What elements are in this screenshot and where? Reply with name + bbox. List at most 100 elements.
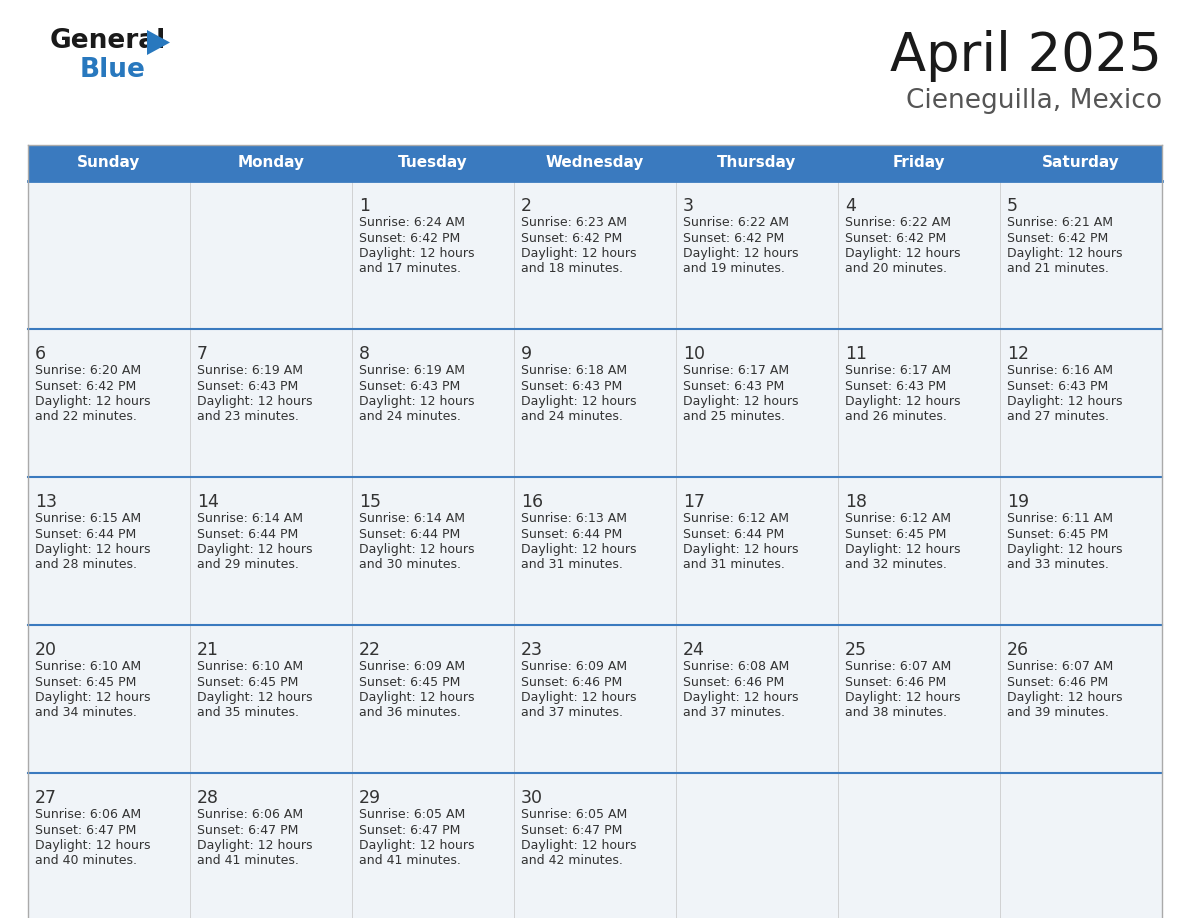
Bar [29, 625, 1162, 773]
Text: Daylight: 12 hours: Daylight: 12 hours [683, 691, 798, 704]
Text: Daylight: 12 hours: Daylight: 12 hours [845, 691, 961, 704]
Text: Sunset: 6:42 PM: Sunset: 6:42 PM [683, 231, 784, 244]
Text: 12: 12 [1007, 345, 1029, 363]
Text: Sunset: 6:43 PM: Sunset: 6:43 PM [359, 379, 460, 393]
Text: and 33 minutes.: and 33 minutes. [1007, 558, 1108, 572]
Text: and 26 minutes.: and 26 minutes. [845, 410, 947, 423]
Text: Sunrise: 6:14 AM: Sunrise: 6:14 AM [197, 512, 303, 525]
Text: Daylight: 12 hours: Daylight: 12 hours [845, 395, 961, 408]
Text: Daylight: 12 hours: Daylight: 12 hours [34, 839, 151, 852]
Text: Sunrise: 6:09 AM: Sunrise: 6:09 AM [359, 660, 466, 673]
Text: Friday: Friday [892, 155, 946, 171]
Text: Sunrise: 6:22 AM: Sunrise: 6:22 AM [845, 216, 952, 229]
Text: Sunset: 6:46 PM: Sunset: 6:46 PM [845, 676, 947, 688]
Text: Sunrise: 6:12 AM: Sunrise: 6:12 AM [845, 512, 952, 525]
Text: 17: 17 [683, 493, 704, 511]
Text: Sunrise: 6:07 AM: Sunrise: 6:07 AM [845, 660, 952, 673]
Text: Sunset: 6:42 PM: Sunset: 6:42 PM [359, 231, 460, 244]
Text: Sunrise: 6:10 AM: Sunrise: 6:10 AM [34, 660, 141, 673]
Text: Sunset: 6:46 PM: Sunset: 6:46 PM [522, 676, 623, 688]
Text: 7: 7 [197, 345, 208, 363]
Text: 11: 11 [845, 345, 867, 363]
Text: Cieneguilla, Mexico: Cieneguilla, Mexico [906, 88, 1162, 114]
Text: 29: 29 [359, 789, 381, 807]
Text: Daylight: 12 hours: Daylight: 12 hours [34, 395, 151, 408]
Text: Daylight: 12 hours: Daylight: 12 hours [522, 691, 637, 704]
Text: and 29 minutes.: and 29 minutes. [197, 558, 299, 572]
Text: 9: 9 [522, 345, 532, 363]
Text: Daylight: 12 hours: Daylight: 12 hours [1007, 543, 1123, 556]
Text: 18: 18 [845, 493, 867, 511]
Text: and 34 minutes.: and 34 minutes. [34, 707, 137, 720]
Text: Daylight: 12 hours: Daylight: 12 hours [522, 247, 637, 260]
Text: 10: 10 [683, 345, 704, 363]
Text: and 19 minutes.: and 19 minutes. [683, 263, 785, 275]
Text: Daylight: 12 hours: Daylight: 12 hours [1007, 247, 1123, 260]
Text: Sunrise: 6:17 AM: Sunrise: 6:17 AM [683, 364, 789, 377]
Text: Sunrise: 6:05 AM: Sunrise: 6:05 AM [522, 808, 627, 821]
Text: 15: 15 [359, 493, 381, 511]
Text: Sunrise: 6:19 AM: Sunrise: 6:19 AM [359, 364, 465, 377]
Text: Daylight: 12 hours: Daylight: 12 hours [683, 247, 798, 260]
Text: Sunrise: 6:20 AM: Sunrise: 6:20 AM [34, 364, 141, 377]
Text: April 2025: April 2025 [890, 30, 1162, 82]
Text: 28: 28 [197, 789, 219, 807]
Text: Sunrise: 6:22 AM: Sunrise: 6:22 AM [683, 216, 789, 229]
Text: 27: 27 [34, 789, 57, 807]
Text: 8: 8 [359, 345, 369, 363]
Text: Sunset: 6:47 PM: Sunset: 6:47 PM [522, 823, 623, 836]
Text: Sunset: 6:44 PM: Sunset: 6:44 PM [522, 528, 623, 541]
Text: Sunrise: 6:18 AM: Sunrise: 6:18 AM [522, 364, 627, 377]
Text: 30: 30 [522, 789, 543, 807]
Text: Sunset: 6:42 PM: Sunset: 6:42 PM [522, 231, 623, 244]
Text: Sunset: 6:47 PM: Sunset: 6:47 PM [197, 823, 298, 836]
Text: Sunday: Sunday [77, 155, 140, 171]
Text: Sunset: 6:44 PM: Sunset: 6:44 PM [683, 528, 784, 541]
Text: 23: 23 [522, 641, 543, 659]
Text: Sunset: 6:45 PM: Sunset: 6:45 PM [359, 676, 461, 688]
Text: 14: 14 [197, 493, 219, 511]
Text: Daylight: 12 hours: Daylight: 12 hours [845, 543, 961, 556]
Text: 22: 22 [359, 641, 381, 659]
Text: Daylight: 12 hours: Daylight: 12 hours [522, 395, 637, 408]
Text: 16: 16 [522, 493, 543, 511]
Text: Sunrise: 6:15 AM: Sunrise: 6:15 AM [34, 512, 141, 525]
Text: Daylight: 12 hours: Daylight: 12 hours [359, 247, 474, 260]
Text: 13: 13 [34, 493, 57, 511]
Text: Daylight: 12 hours: Daylight: 12 hours [359, 543, 474, 556]
Text: Sunrise: 6:10 AM: Sunrise: 6:10 AM [197, 660, 303, 673]
Text: Sunset: 6:47 PM: Sunset: 6:47 PM [359, 823, 461, 836]
Text: Daylight: 12 hours: Daylight: 12 hours [197, 543, 312, 556]
Text: Sunrise: 6:07 AM: Sunrise: 6:07 AM [1007, 660, 1113, 673]
Text: and 17 minutes.: and 17 minutes. [359, 263, 461, 275]
Text: and 20 minutes.: and 20 minutes. [845, 263, 947, 275]
Text: Sunset: 6:43 PM: Sunset: 6:43 PM [522, 379, 623, 393]
Text: and 41 minutes.: and 41 minutes. [359, 855, 461, 868]
Text: and 42 minutes.: and 42 minutes. [522, 855, 623, 868]
Text: Daylight: 12 hours: Daylight: 12 hours [197, 691, 312, 704]
Text: Sunrise: 6:11 AM: Sunrise: 6:11 AM [1007, 512, 1113, 525]
Bar [29, 477, 1162, 625]
Text: and 30 minutes.: and 30 minutes. [359, 558, 461, 572]
Text: and 41 minutes.: and 41 minutes. [197, 855, 299, 868]
Text: 5: 5 [1007, 197, 1018, 215]
Text: Daylight: 12 hours: Daylight: 12 hours [34, 691, 151, 704]
Text: and 24 minutes.: and 24 minutes. [359, 410, 461, 423]
Text: Sunset: 6:43 PM: Sunset: 6:43 PM [1007, 379, 1108, 393]
Polygon shape [147, 30, 170, 55]
Text: Sunset: 6:42 PM: Sunset: 6:42 PM [845, 231, 947, 244]
Text: 20: 20 [34, 641, 57, 659]
Text: Tuesday: Tuesday [398, 155, 468, 171]
Text: Sunrise: 6:17 AM: Sunrise: 6:17 AM [845, 364, 952, 377]
Text: Sunset: 6:45 PM: Sunset: 6:45 PM [1007, 528, 1108, 541]
Text: Sunrise: 6:21 AM: Sunrise: 6:21 AM [1007, 216, 1113, 229]
Text: Sunset: 6:45 PM: Sunset: 6:45 PM [845, 528, 947, 541]
Text: Sunrise: 6:09 AM: Sunrise: 6:09 AM [522, 660, 627, 673]
Text: Sunset: 6:42 PM: Sunset: 6:42 PM [1007, 231, 1108, 244]
Bar [29, 181, 1162, 329]
Text: Sunrise: 6:06 AM: Sunrise: 6:06 AM [197, 808, 303, 821]
Text: 2: 2 [522, 197, 532, 215]
Text: and 36 minutes.: and 36 minutes. [359, 707, 461, 720]
Text: 19: 19 [1007, 493, 1029, 511]
Text: Wednesday: Wednesday [545, 155, 644, 171]
